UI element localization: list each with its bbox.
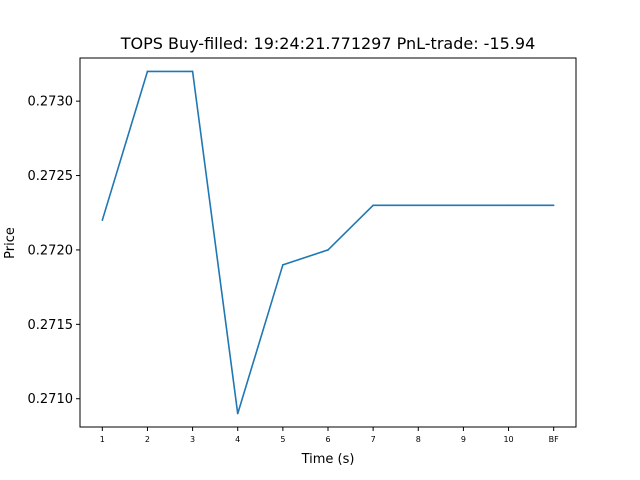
data-point xyxy=(282,264,284,266)
data-point xyxy=(146,70,149,73)
x-tick-label: 5 xyxy=(280,435,285,444)
data-point xyxy=(191,70,194,73)
x-axis: 1 2 3 4 5 6 7 8 9 10 BF xyxy=(100,427,559,444)
data-point xyxy=(101,219,104,221)
y-tick-label: 0.2715 xyxy=(28,318,74,333)
y-tick-label: 0.2730 xyxy=(28,95,74,110)
data-point xyxy=(552,204,555,207)
y-axis: 0.2710 0.2715 0.2720 0.2725 0.2730 xyxy=(28,95,80,407)
x-axis-label: Time (s) xyxy=(301,452,355,467)
y-tick-label: 0.2720 xyxy=(28,243,74,258)
data-point xyxy=(372,204,374,207)
chart-title: TOPS Buy-filled: 19:24:21.771297 PnL-tra… xyxy=(120,34,536,53)
x-tick-label: 10 xyxy=(503,435,513,444)
data-point xyxy=(462,204,465,207)
data-point xyxy=(236,412,239,415)
data-point xyxy=(327,249,329,251)
plot-area xyxy=(79,57,577,428)
series-group xyxy=(101,70,555,415)
x-tick-label: 3 xyxy=(190,435,195,444)
data-point xyxy=(417,204,420,207)
y-axis-label: Price xyxy=(3,227,18,259)
x-tick-label: 4 xyxy=(235,435,240,444)
y-tick-label: 0.2710 xyxy=(28,392,74,407)
x-tick-label: 2 xyxy=(145,435,150,444)
x-tick-label: 8 xyxy=(416,435,421,444)
x-tick-label: 9 xyxy=(461,435,466,444)
x-tick-label: 7 xyxy=(371,435,376,444)
y-tick-label: 0.2725 xyxy=(28,169,74,184)
x-tick-label: 6 xyxy=(325,435,330,444)
data-point xyxy=(507,204,510,207)
x-tick-label: 1 xyxy=(100,435,105,444)
x-tick-label: BF xyxy=(549,435,559,444)
